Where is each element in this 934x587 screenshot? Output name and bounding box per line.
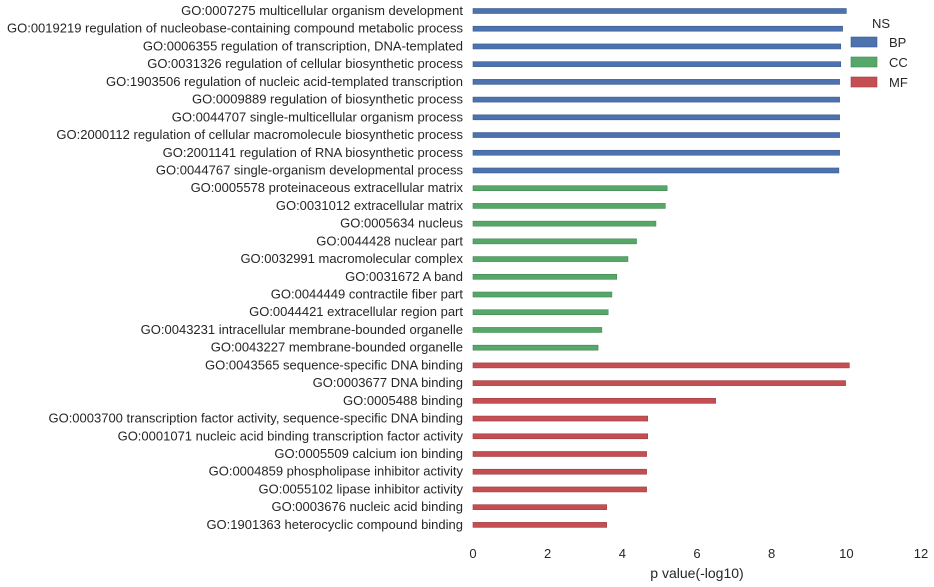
category-labels: GO:0007275 multicellular organism develo… (7, 3, 464, 532)
bar (472, 504, 607, 510)
category-label: GO:0044421 extracellular region part (249, 304, 463, 319)
legend: NS BP CC MF (850, 16, 908, 90)
legend-swatch (850, 76, 878, 88)
bar (472, 398, 716, 404)
category-label: GO:0019219 regulation of nucleobase-cont… (7, 21, 464, 36)
bar (472, 185, 668, 191)
bar (472, 61, 842, 67)
bar (472, 79, 840, 85)
category-label: GO:0009889 regulation of biosynthetic pr… (192, 92, 464, 107)
bar (472, 309, 609, 316)
bar (472, 362, 850, 369)
x-tick-label: 0 (469, 546, 476, 561)
bars-group (472, 8, 850, 528)
category-label: GO:0004859 phospholipase inhibitor activ… (209, 464, 464, 479)
bar (472, 96, 840, 103)
x-axis-label: p value(-log10) (650, 565, 743, 581)
bar (472, 486, 647, 493)
category-label: GO:0003677 DNA binding (313, 375, 463, 390)
x-tick-label: 4 (619, 546, 626, 561)
legend-label: MF (889, 75, 908, 90)
legend-swatch (850, 56, 878, 68)
category-label: GO:0044428 nuclear part (316, 233, 463, 248)
bar (472, 114, 840, 121)
category-label: GO:0043227 membrane-bounded organelle (211, 340, 463, 355)
x-axis-ticks: 0 2 4 6 8 10 12 (469, 546, 928, 561)
x-tick-label: 12 (914, 546, 928, 561)
legend-label: CC (889, 55, 908, 70)
category-label: GO:0005634 nucleus (340, 216, 463, 231)
bar (472, 25, 843, 32)
category-label: GO:0007275 multicellular organism develo… (181, 3, 463, 18)
category-label: GO:1903506 regulation of nucleic acid-te… (106, 74, 463, 89)
legend-swatch (850, 36, 878, 48)
bar (472, 43, 842, 50)
legend-label: BP (889, 35, 906, 50)
bar (472, 451, 647, 457)
x-tick-label: 10 (839, 546, 853, 561)
category-label: GO:0031672 A band (345, 269, 463, 284)
category-label: GO:0043231 intracellular membrane-bounde… (141, 322, 463, 337)
bar (472, 8, 847, 14)
category-label: GO:2000112 regulation of cellular macrom… (56, 127, 463, 142)
category-label: GO:0031326 regulation of cellular biosyn… (147, 56, 463, 71)
bar (472, 256, 629, 262)
bar (472, 344, 599, 351)
category-label: GO:0003676 nucleic acid binding (271, 499, 463, 514)
bar (472, 273, 618, 280)
category-label: GO:0055102 lipase inhibitor activity (258, 481, 463, 496)
category-label: GO:0044449 contractile fiber part (271, 287, 464, 302)
category-label: GO:0001071 nucleic acid binding transcri… (118, 428, 464, 443)
bar (472, 433, 649, 440)
bar (472, 380, 846, 386)
legend-entries: BP CC MF (850, 35, 908, 90)
category-label: GO:1901363 heterocyclic compound binding (206, 517, 463, 532)
bar (472, 415, 649, 422)
x-tick-label: 6 (693, 546, 700, 561)
category-label: GO:0005509 calcium ion binding (274, 446, 463, 461)
category-label: GO:0043565 sequence-specific DNA binding (205, 357, 463, 372)
x-tick-label: 8 (768, 546, 775, 561)
category-label: GO:0003700 transcription factor activity… (48, 411, 463, 426)
bar (472, 167, 840, 174)
category-label: GO:0032991 macromolecular complex (240, 251, 463, 266)
bar (472, 522, 607, 528)
bar (472, 220, 657, 227)
category-label: GO:2001141 regulation of RNA biosyntheti… (163, 145, 464, 160)
category-label: GO:0005578 proteinaceous extracellular m… (191, 180, 464, 195)
bar (472, 132, 840, 138)
x-tick-label: 2 (544, 546, 551, 561)
bar (472, 203, 666, 209)
category-label: GO:0044767 single-organism developmental… (156, 162, 464, 177)
bar (472, 149, 840, 156)
category-label: GO:0044707 single-multicellular organism… (172, 109, 464, 124)
category-label: GO:0031012 extracellular matrix (276, 198, 464, 213)
legend-title: NS (872, 16, 890, 31)
category-label: GO:0006355 regulation of transcription, … (143, 38, 463, 53)
bar (472, 238, 637, 245)
bar (472, 291, 613, 298)
category-label: GO:0005488 binding (343, 393, 463, 408)
bar (472, 468, 647, 475)
bar (472, 327, 603, 333)
